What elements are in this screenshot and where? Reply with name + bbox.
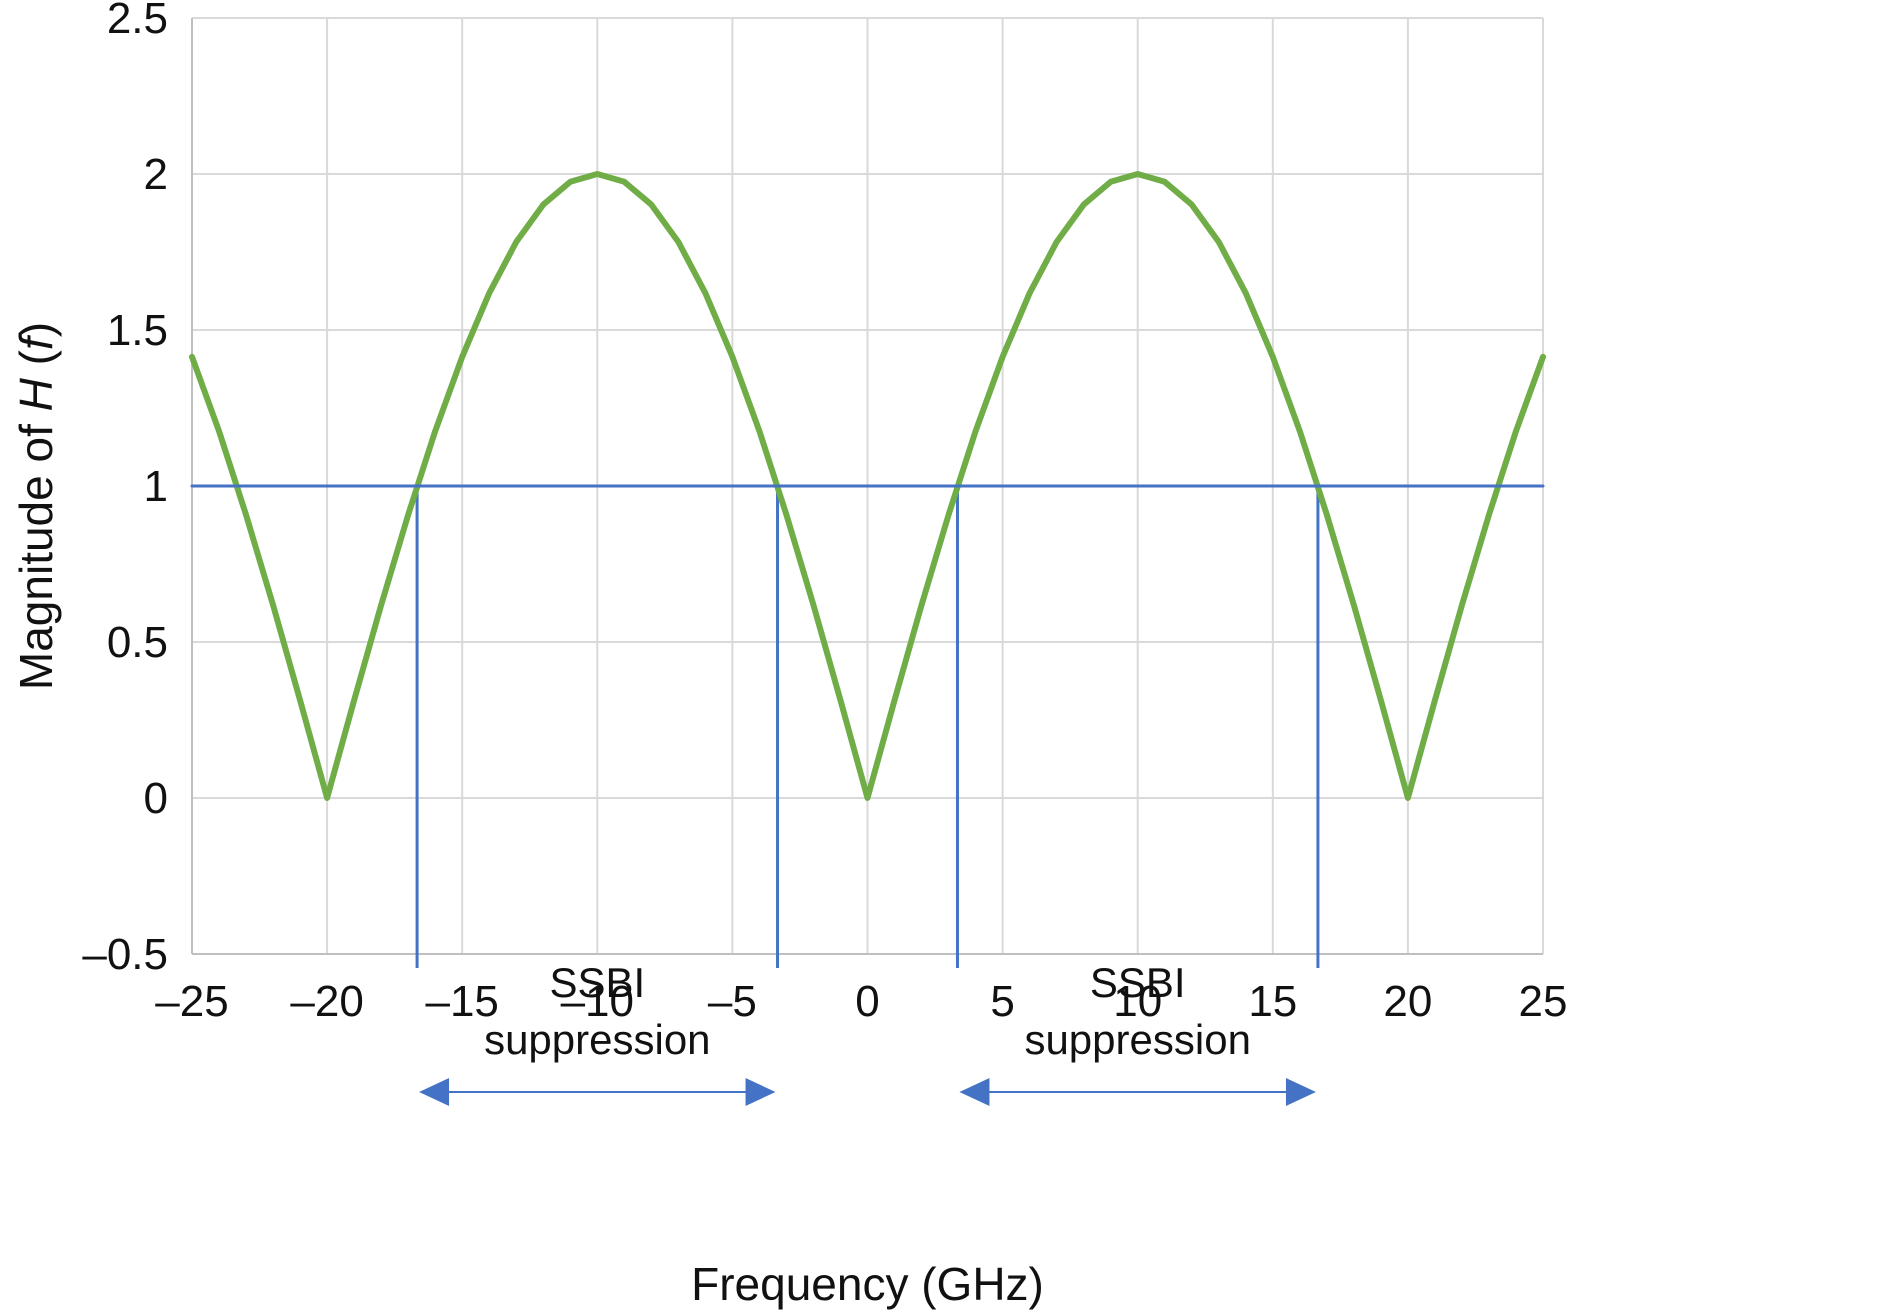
series <box>189 171 1546 801</box>
x-tick-label: –25 <box>155 977 228 1026</box>
y-axis-label-var: H <box>10 377 62 411</box>
ssbi-suppression-annotation: SSBI suppression <box>419 959 776 1106</box>
x-tick-label: –20 <box>290 977 363 1026</box>
arrowhead-left <box>419 1078 450 1106</box>
x-tick-label: 25 <box>1519 977 1568 1026</box>
x-tick-label: –10 <box>561 977 634 1026</box>
ssbi-suppression-annotation: SSBI suppression <box>959 959 1316 1106</box>
annotation-label-line2: suppression <box>1024 1016 1250 1063</box>
annotation-label-line2: suppression <box>484 1016 710 1063</box>
y-axis-label-mid: ( <box>10 349 62 378</box>
y-tick-label: 0.5 <box>107 618 168 667</box>
tick-labels: –25 –20 –15 –10 –5 0 5 10 15 20 25 –0.5 0 0.5 1 1.5 2 2.5 <box>82 0 1567 1026</box>
arrowhead-right <box>745 1078 776 1106</box>
annotation-label-line1: SSBI <box>1090 959 1186 1006</box>
arrowhead-right <box>1285 1078 1316 1106</box>
y-axis-label-prefix: Magnitude of <box>10 411 62 690</box>
y-axis-label-suffix: ) <box>10 322 62 337</box>
y-tick-label: –0.5 <box>82 930 168 979</box>
y-tick-label: 1 <box>144 462 168 511</box>
x-tick-label: 20 <box>1383 977 1432 1026</box>
x-tick-label: –5 <box>708 977 757 1026</box>
y-axis-label-arg: f <box>10 333 62 350</box>
x-axis-label: Frequency (GHz) <box>691 1258 1044 1310</box>
x-tick-label: 0 <box>855 977 879 1026</box>
annotations: SSBI suppression SSBI suppression <box>419 959 1316 1106</box>
y-tick-label: 2 <box>144 150 168 199</box>
x-tick-label: 15 <box>1248 977 1297 1026</box>
y-tick-label: 0 <box>144 774 168 823</box>
y-tick-label: 1.5 <box>107 306 168 355</box>
x-tick-label: –15 <box>425 977 498 1026</box>
crossover-markers <box>415 486 1320 968</box>
x-tick-label: 10 <box>1113 977 1162 1026</box>
x-tick-label: 5 <box>990 977 1014 1026</box>
y-axis-label: Magnitude of H (f) <box>10 322 62 690</box>
annotation-label-line1: SSBI <box>549 959 645 1006</box>
y-tick-label: 2.5 <box>107 0 168 43</box>
arrowhead-left <box>959 1078 990 1106</box>
